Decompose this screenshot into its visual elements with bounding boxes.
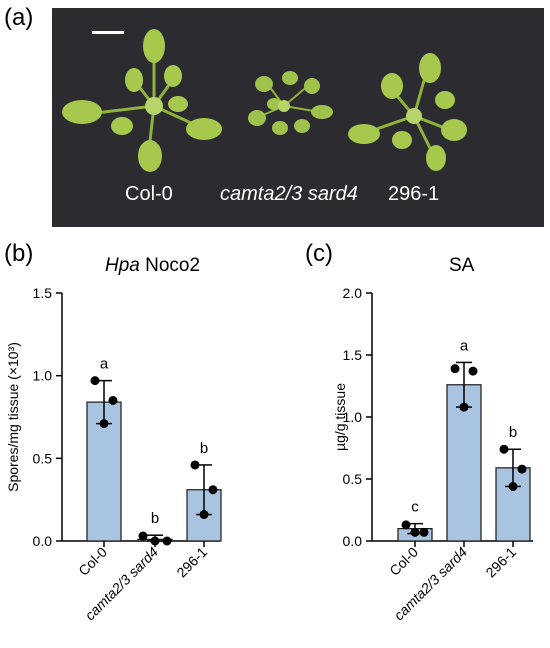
chart-b: 0.0 0.5 1.0 1.5 Spores/mg tissue (×10³) a Col-… xyxy=(5,285,222,623)
x-tick-label: Col-0 xyxy=(75,544,110,579)
scale-bar xyxy=(92,31,124,34)
data-point xyxy=(450,364,460,374)
x-tick-label: 296-1 xyxy=(482,544,519,581)
y-tick-label: 0.0 xyxy=(343,533,363,549)
panel-a-label: (a) xyxy=(4,4,34,31)
y-tick-label: 0.5 xyxy=(343,471,363,487)
plant-296-1 xyxy=(348,53,467,171)
data-point xyxy=(99,419,109,429)
chart-b-svg: 0.0 0.5 1.0 1.5 Spores/mg tissue (×10³) a Col-… xyxy=(5,285,222,623)
y-tick-label: 1.0 xyxy=(33,368,53,384)
data-point xyxy=(459,402,469,412)
panel-c-label: (c) xyxy=(305,240,333,267)
y-tick-label: 1.5 xyxy=(33,285,53,301)
data-point xyxy=(199,510,209,520)
y-tick-label: 1.5 xyxy=(343,347,363,363)
data-point xyxy=(208,485,218,495)
chart-b-title-rest: Noco2 xyxy=(139,255,201,276)
significance-letter: b xyxy=(151,510,159,527)
data-point xyxy=(419,527,429,537)
caption-col-0: Col-0 xyxy=(125,183,173,205)
data-point xyxy=(138,531,148,541)
data-point xyxy=(517,464,527,474)
data-point xyxy=(190,460,200,470)
data-point xyxy=(108,395,118,405)
chart-c-svg: 0.00.51.01.52.0µg/g tissuecCol-0acamta2/… xyxy=(332,285,533,623)
panel-b-label: (b) xyxy=(4,240,34,267)
x-tick-label: Col-0 xyxy=(386,544,421,579)
y-axis-label: µg/g tissue xyxy=(332,383,348,451)
chart-b-title-italic: Hpa xyxy=(105,255,140,276)
x-tick-label: 296-1 xyxy=(173,544,210,581)
caption-296-1: 296-1 xyxy=(388,183,440,205)
chart-c: 0.0 0.5 1.0 1.5 2.0 µg/g tissue c Col-0 a camta2/… xyxy=(275,0,550,648)
data-point xyxy=(508,481,518,491)
significance-letter: b xyxy=(200,440,208,457)
y-tick-label: 0.5 xyxy=(33,450,53,466)
y-axis-label: Spores/mg tissue (×10³) xyxy=(5,342,21,492)
data-point xyxy=(499,444,509,454)
data-point xyxy=(410,527,420,537)
data-point xyxy=(90,376,100,386)
plant-col-0 xyxy=(62,29,222,172)
plant-rosettes-illustration xyxy=(52,8,544,227)
significance-letter: a xyxy=(100,356,109,373)
data-point xyxy=(468,366,478,376)
data-point xyxy=(162,536,172,546)
significance-letter: c xyxy=(411,499,419,516)
chart-c-title: SA xyxy=(449,255,475,276)
y-tick-label: 0.0 xyxy=(33,533,53,549)
y-tick-label: 2.0 xyxy=(343,285,363,301)
data-point xyxy=(401,520,411,530)
caption-camta2-3-sard4: camta2/3 sard4 xyxy=(220,183,358,205)
significance-letter: b xyxy=(509,424,517,441)
y-tick-label: 1.0 xyxy=(343,409,363,425)
plant-camta2-3-sard4 xyxy=(248,71,333,135)
plant-photo xyxy=(52,8,544,227)
chart-b-title: Hpa Noco2 xyxy=(105,255,200,277)
significance-letter: a xyxy=(460,337,469,354)
